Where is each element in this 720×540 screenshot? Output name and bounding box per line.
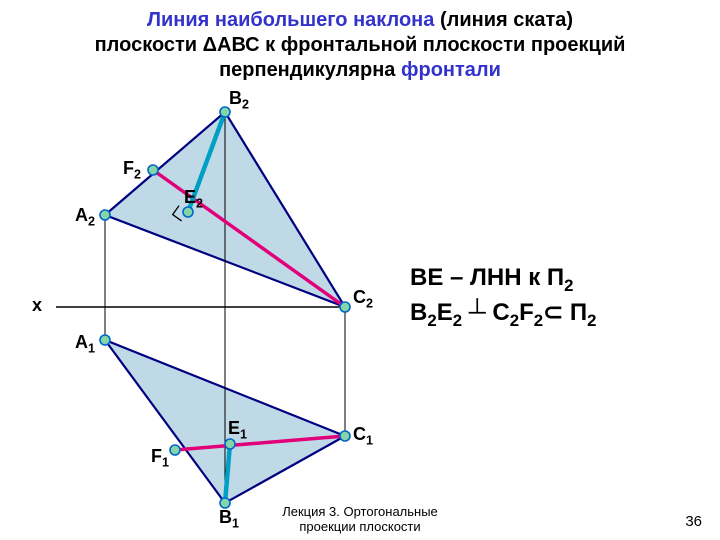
axis-label-x: х: [32, 295, 42, 316]
eq-line1: ВЕ – ЛНН к П2: [410, 262, 596, 297]
page-number: 36: [685, 513, 702, 530]
geometry-diagram: [0, 0, 720, 540]
point-label-C22: С2: [353, 287, 373, 311]
point-label-A22: А2: [75, 205, 95, 229]
equation-block: ВЕ – ЛНН к П2 В2Е2 ┴ С2F2⊂ П2: [410, 262, 596, 333]
eq-line2: В2Е2 ┴ С2F2⊂ П2: [410, 297, 596, 332]
point-label-B22: В2: [229, 88, 249, 112]
point-label-F11: F1: [151, 446, 169, 470]
point-label-E22: Е2: [184, 187, 203, 211]
point-label-A11: А1: [75, 332, 95, 356]
footer-caption: Лекция 3. Ортогональные проекции плоскос…: [0, 504, 720, 534]
point-label-C11: С1: [353, 424, 373, 448]
point-label-F22: F2: [123, 158, 141, 182]
point-label-E11: Е1: [228, 418, 247, 442]
